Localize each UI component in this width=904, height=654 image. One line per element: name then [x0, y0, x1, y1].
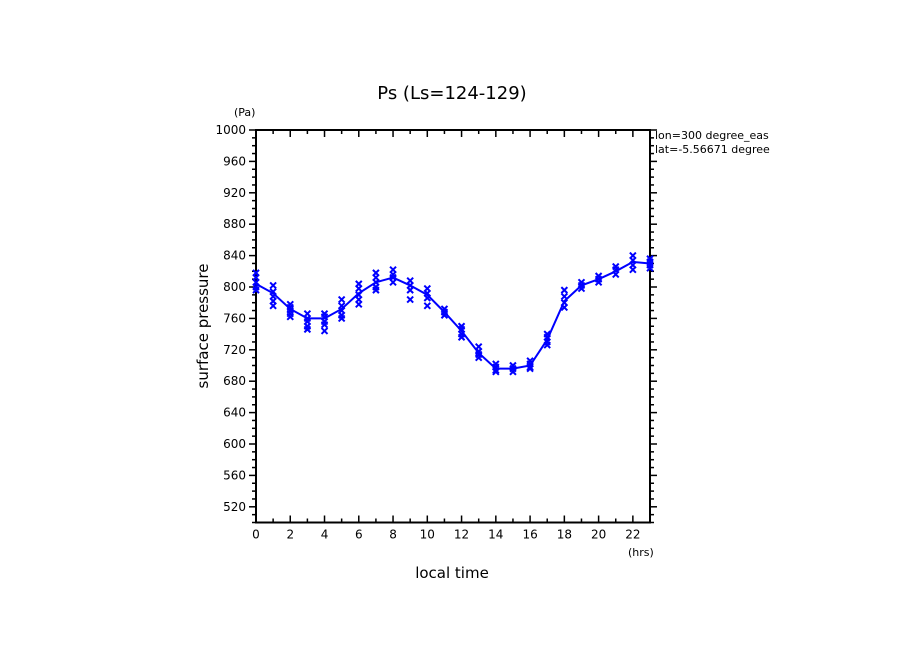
mean-point [511, 367, 514, 370]
sample-point [372, 286, 380, 294]
sample-point [355, 300, 363, 308]
annotation-lat: lat=-5.56671 degree [655, 143, 770, 156]
x-tick-label: 2 [286, 528, 294, 542]
sample-point [320, 327, 329, 335]
x-tick-label: 22 [625, 528, 640, 542]
mean-point [546, 338, 549, 341]
mean-point [272, 292, 275, 295]
mean-point [460, 329, 463, 332]
sample-point [457, 333, 466, 341]
sample-point [269, 302, 277, 310]
sample-point [303, 325, 312, 334]
y-tick-label: 720 [223, 343, 246, 357]
sample-point [509, 368, 517, 376]
mean-point [306, 317, 309, 320]
x-tick-label: 0 [252, 528, 260, 542]
mean-point [563, 300, 566, 303]
x-tick-label: 10 [420, 528, 435, 542]
mean-point [614, 270, 617, 273]
x-tick-label: 14 [488, 528, 503, 542]
x-tick-label: 8 [389, 528, 397, 542]
mean-point [426, 293, 429, 296]
sample-point [560, 286, 569, 294]
y-tick-label: 800 [223, 280, 246, 294]
mean-point [477, 351, 480, 354]
mean-point [580, 284, 583, 287]
x-axis-label: local time [415, 564, 489, 582]
mean-point [443, 311, 446, 314]
y-tick-label: 520 [223, 500, 246, 514]
y-tick-label: 600 [223, 437, 246, 451]
x-tick-label: 12 [454, 528, 469, 542]
sample-point [406, 295, 414, 304]
sample-point [337, 314, 346, 323]
chart-title: Ps (Ls=124-129) [377, 83, 526, 104]
sample-point [389, 278, 397, 286]
y-axis-label: surface pressure [194, 264, 212, 389]
x-tick-label: 16 [522, 528, 537, 542]
mean-point [357, 292, 360, 295]
sample-point [252, 286, 260, 294]
x-tick-label: 6 [355, 528, 363, 542]
mean-point [340, 307, 343, 310]
y-tick-label: 960 [223, 154, 246, 168]
sample-point [423, 302, 432, 310]
annotation-lon: lon=300 degree_eas [655, 129, 769, 142]
sample-point [355, 284, 363, 293]
mean-point [255, 282, 257, 285]
mean-point [323, 317, 326, 320]
sample-point [320, 320, 329, 329]
mean-point [409, 284, 412, 287]
mean-point [529, 364, 532, 367]
y-tick-label: 880 [223, 217, 246, 231]
sample-point [646, 264, 654, 272]
y-tick-label: 640 [223, 406, 246, 420]
mean-point [494, 367, 497, 370]
mean-point [631, 260, 634, 263]
mean-point [392, 276, 395, 279]
sample-point [337, 295, 346, 304]
sample-point [492, 368, 500, 376]
x-tick-label: 18 [557, 528, 572, 542]
x-tick-label: 4 [321, 528, 329, 542]
sample-point [269, 281, 277, 290]
mean-point [649, 262, 651, 265]
y-unit-label: (Pa) [234, 106, 255, 119]
mean-point [289, 307, 292, 310]
x-tick-label: 20 [591, 528, 606, 542]
y-tick-label: 840 [223, 249, 246, 263]
y-tick-label: 560 [223, 468, 246, 482]
sample-point [286, 313, 294, 321]
y-tick-label: 760 [223, 311, 246, 325]
y-tick-label: 680 [223, 374, 246, 388]
x-unit-label: (hrs) [628, 546, 654, 559]
mean-line [255, 260, 651, 370]
mean-point [597, 278, 600, 281]
plot-frame [255, 129, 651, 524]
sample-point [629, 266, 637, 274]
sample-point [406, 286, 414, 294]
y-tick-label: 920 [223, 186, 246, 200]
mean-point [374, 281, 377, 284]
y-tick-label: 1000 [215, 123, 246, 137]
